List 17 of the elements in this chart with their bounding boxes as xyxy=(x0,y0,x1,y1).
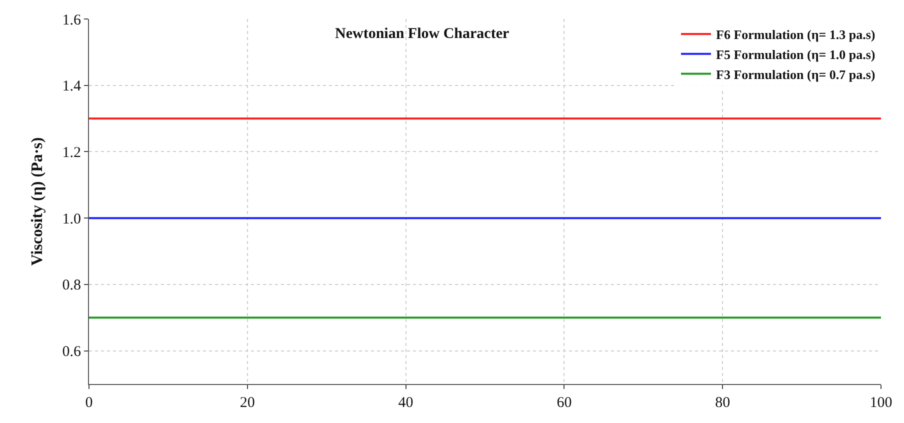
y-tick-label: 1.4 xyxy=(62,78,82,95)
y-axis-title: Viscosity (η) (Pa·s) xyxy=(29,137,46,266)
y-tick-label: 1.6 xyxy=(62,12,82,28)
y-tick-label: 0.6 xyxy=(62,344,82,360)
x-tick-label: 80 xyxy=(715,395,730,411)
x-tick-label: 60 xyxy=(556,395,572,411)
x-tick-label: 0 xyxy=(85,395,93,411)
legend-label: F6 Formulation (η= 1.3 pa.s) xyxy=(716,27,876,42)
y-tick-label: 1.2 xyxy=(62,144,81,161)
legend-label: F3 Formulation (η= 0.7 pa.s) xyxy=(716,66,876,82)
x-tick-label: 40 xyxy=(398,395,414,411)
legend-label: F5 Formulation (η= 1.0 pa.s) xyxy=(716,46,876,62)
y-tick-label: 0.8 xyxy=(62,278,81,294)
x-tick-label: 20 xyxy=(240,395,255,411)
x-tick-label: 100 xyxy=(870,395,892,411)
text: Newtonian Flow Character xyxy=(335,26,510,42)
y-tick-label: 1.0 xyxy=(62,211,81,228)
